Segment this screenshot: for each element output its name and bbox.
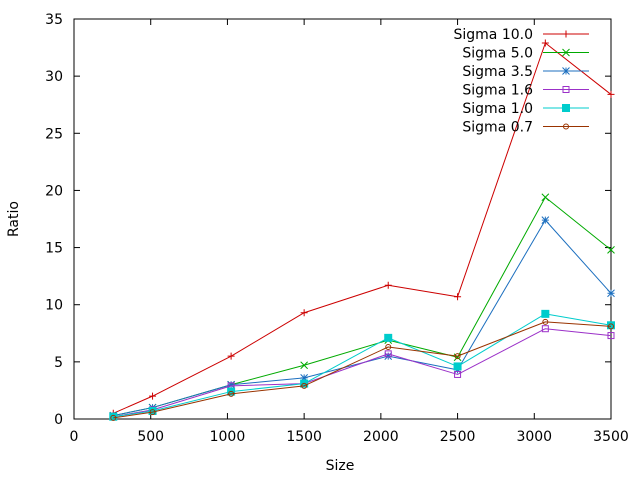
data-point [541,325,549,333]
legend-swatch-marker [562,48,570,57]
legend-entry: Sigma 10.0 [453,27,589,43]
data-point [542,318,549,325]
data-point [541,216,550,224]
data-point [607,332,615,340]
series-sigma-0-7 [110,318,614,421]
x-tick-label: 1500 [286,429,322,445]
y-tick-label: 5 [54,355,63,371]
data-point [227,380,235,389]
x-axis-label: Size [326,458,355,474]
legend-entry: Sigma 3.5 [462,64,589,80]
legend-label: Sigma 1.0 [462,101,533,117]
legend-entry: Sigma 1.6 [462,83,589,99]
series-sigma-10-0 [109,39,615,417]
series-layer [109,39,615,421]
series-line [113,321,612,419]
series-line [113,42,612,414]
y-tick-label: 20 [45,183,63,199]
data-point [301,382,308,389]
series-line [113,196,612,417]
data-point [541,193,550,202]
y-tick-label: 15 [45,241,63,257]
y-tick-label: 0 [54,412,63,428]
data-point [607,246,615,254]
x-tick-label: 2500 [440,429,476,445]
legend-swatch-marker [562,104,570,112]
data-point [385,344,392,350]
data-point [384,281,392,289]
data-point [228,390,235,397]
y-tick-label: 35 [45,12,63,28]
legend: Sigma 10.0 Sigma 5.0 Sigma 3.5 Sigma 1.6 Sig… [453,27,589,136]
legend-label: Sigma 10.0 [453,27,533,43]
x-tick-label: 3000 [516,429,552,445]
x-tick-label: 1000 [210,429,246,445]
x-tick-label: 0 [70,429,79,445]
data-point [384,350,392,358]
legend-entry: Sigma 0.7 [462,120,589,136]
data-point [607,90,615,98]
data-point [541,39,549,47]
plot-frame [73,18,612,420]
legend-label: Sigma 3.5 [462,64,533,80]
x-tick-label: 3500 [593,429,629,445]
data-point [227,352,235,360]
legend-label: Sigma 0.7 [462,120,533,136]
x-tick-label: 2000 [363,429,399,445]
legend-swatch-marker [562,30,570,38]
legend-swatch-marker [562,86,570,93]
data-point [384,352,393,360]
legend-entry: Sigma 1.0 [462,101,589,117]
axis-ticks: 0 500 1000 1500 2000 2500 3000 3500 0 5 10 15 20 25 30… [45,12,629,445]
legend-swatch-marker [563,123,569,130]
x-tick-label: 500 [137,429,164,445]
y-axis-label: Ratio [6,201,22,237]
data-point [384,333,393,342]
y-tick-label: 30 [45,69,63,85]
series-sigma-5-0 [109,193,615,420]
series-sigma-1-0 [109,309,615,421]
y-tick-label: 10 [45,298,63,314]
legend-label: Sigma 1.6 [462,83,533,99]
data-point [300,374,308,382]
y-tick-label: 25 [45,126,63,142]
data-point [300,361,308,370]
legend-swatch-marker [562,67,570,75]
legend-label: Sigma 5.0 [462,46,533,62]
data-point [608,323,614,330]
data-point [110,414,117,421]
data-point [454,370,462,378]
series-line [113,328,612,418]
legend-entry: Sigma 5.0 [462,46,589,62]
data-point [453,362,462,371]
data-point [149,409,156,416]
series-sigma-1-6 [109,325,615,421]
data-point [454,353,461,360]
data-point [607,289,615,298]
series-line [113,219,612,417]
data-point [454,293,462,301]
data-point [300,309,308,317]
series-line [113,313,612,418]
data-point [149,392,157,400]
data-point [541,309,550,318]
